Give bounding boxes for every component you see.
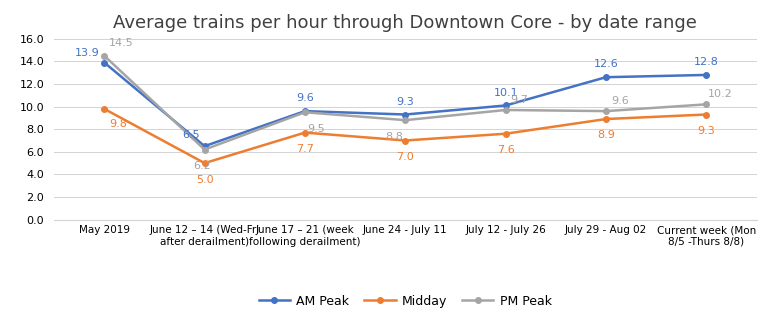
Text: 6.2: 6.2 (193, 161, 211, 171)
AM Peak (702, 73, 711, 77)
Line: PM Peak: PM Peak (101, 53, 709, 152)
PM Peak (100, 54, 109, 57)
Line: Midday: Midday (101, 106, 709, 166)
AM Peak (200, 144, 209, 148)
Title: Average trains per hour through Downtown Core - by date range: Average trains per hour through Downtown… (113, 14, 697, 32)
PM Peak (702, 102, 711, 106)
Text: 8.9: 8.9 (597, 130, 615, 141)
Text: 13.9: 13.9 (75, 47, 100, 57)
Text: 9.3: 9.3 (698, 126, 715, 136)
AM Peak (100, 60, 109, 64)
Text: 9.7: 9.7 (510, 95, 529, 105)
AM Peak (601, 75, 611, 79)
AM Peak (300, 109, 310, 113)
Text: 9.8: 9.8 (109, 119, 127, 129)
Text: 12.8: 12.8 (694, 57, 719, 67)
Text: 9.6: 9.6 (611, 96, 628, 106)
Text: 5.0: 5.0 (196, 174, 213, 184)
AM Peak (401, 112, 410, 116)
Text: 9.5: 9.5 (307, 124, 325, 134)
Midday (100, 107, 109, 111)
Text: 8.8: 8.8 (385, 131, 403, 141)
Text: 9.6: 9.6 (296, 93, 313, 103)
AM Peak (501, 103, 510, 107)
Midday (501, 132, 510, 136)
Midday (300, 130, 310, 134)
Text: 6.5: 6.5 (182, 130, 199, 140)
Text: 7.0: 7.0 (397, 152, 414, 162)
Text: 7.6: 7.6 (497, 145, 514, 155)
Text: 9.3: 9.3 (397, 97, 414, 107)
Midday (200, 161, 209, 165)
Midday (601, 117, 611, 121)
Text: 7.7: 7.7 (296, 144, 314, 154)
Midday (702, 112, 711, 116)
PM Peak (601, 109, 611, 113)
PM Peak (401, 118, 410, 122)
Text: 10.1: 10.1 (493, 88, 518, 98)
Text: 10.2: 10.2 (708, 89, 733, 99)
Line: AM Peak: AM Peak (101, 60, 709, 149)
Midday (401, 139, 410, 142)
Text: 12.6: 12.6 (594, 59, 618, 69)
Text: 14.5: 14.5 (109, 38, 134, 48)
Legend: AM Peak, Midday, PM Peak: AM Peak, Midday, PM Peak (254, 290, 557, 313)
PM Peak (200, 148, 209, 151)
PM Peak (501, 108, 510, 112)
PM Peak (300, 110, 310, 114)
